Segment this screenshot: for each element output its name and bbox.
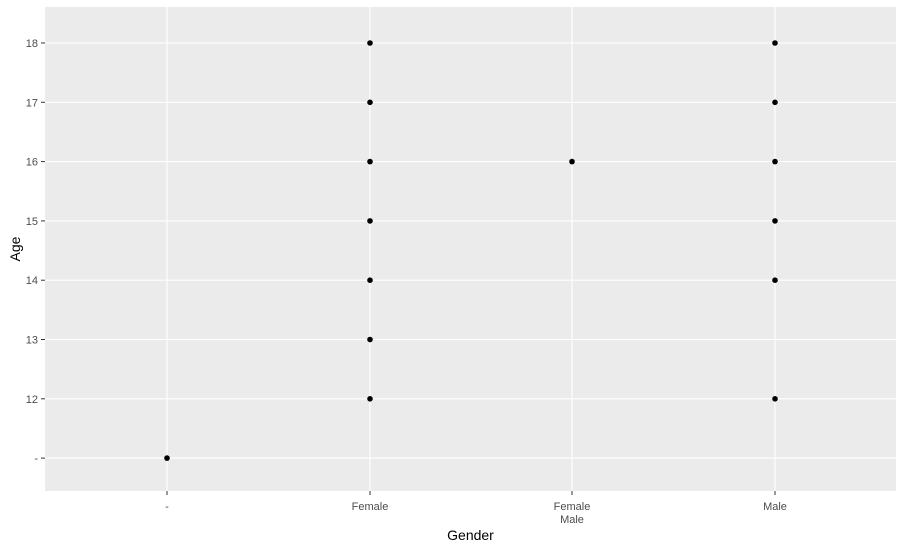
data-point: [772, 396, 778, 402]
data-point: [367, 336, 373, 343]
y-tick-label: 15: [26, 216, 38, 228]
x-tick-label: Female: [352, 501, 389, 513]
y-axis-title: Age: [7, 236, 23, 261]
data-point: [367, 218, 373, 224]
grid-lines: [45, 7, 896, 491]
x-axis-ticks: - Female Female Male Male: [165, 491, 787, 526]
data-point: [367, 396, 373, 402]
data-point: [367, 40, 373, 46]
data-point: [569, 158, 575, 165]
y-tick-label: 18: [26, 38, 38, 50]
data-point: [772, 40, 778, 46]
x-axis-title: Gender: [447, 527, 494, 543]
data-point: [367, 158, 373, 165]
data-point: [367, 277, 373, 284]
y-tick-label: 12: [26, 394, 38, 406]
x-tick-label: -: [165, 501, 169, 513]
y-tick-label: 13: [26, 335, 38, 347]
data-point: [772, 277, 778, 284]
data-point: [772, 158, 778, 165]
x-tick-label: Female Male: [554, 501, 591, 526]
y-tick-label: 17: [26, 97, 38, 109]
y-axis-ticks: - 12 13 14 15 16 17 18: [26, 38, 45, 465]
plot-panel: [45, 7, 896, 491]
y-tick-label: 14: [26, 275, 38, 287]
x-tick-label: Male: [763, 501, 787, 513]
data-point: [772, 99, 778, 106]
y-tick-label: -: [34, 453, 38, 465]
data-point: [772, 218, 778, 224]
data-points: [164, 40, 778, 461]
data-point: [164, 455, 170, 461]
data-point: [367, 99, 373, 106]
y-tick-label: 16: [26, 157, 38, 169]
